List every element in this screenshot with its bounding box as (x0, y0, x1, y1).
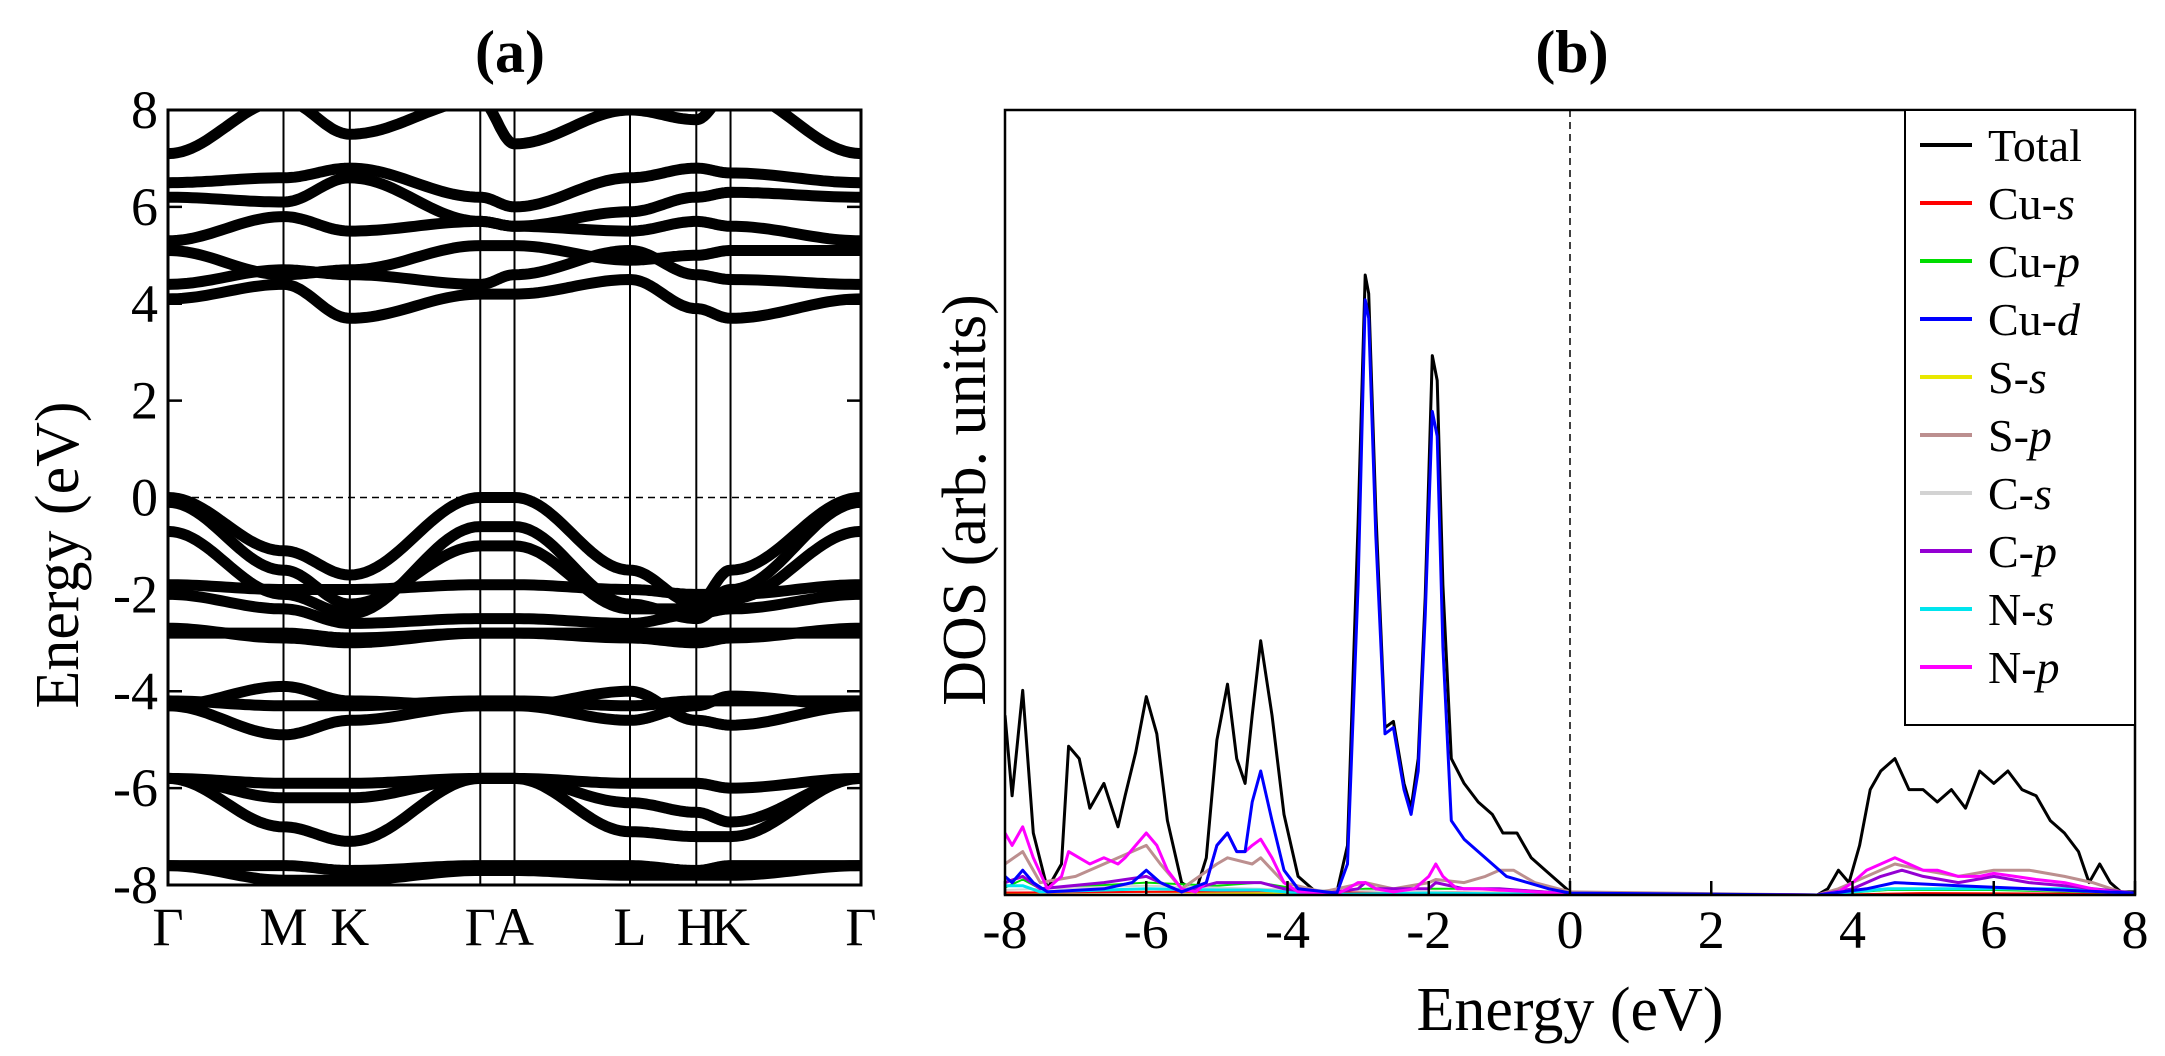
kpoint-label: M (259, 897, 307, 957)
ytick-label: -2 (113, 564, 158, 624)
band-line (168, 860, 861, 885)
ytick-label: 6 (131, 177, 158, 237)
panel-a-kpoint-lines (282, 110, 732, 885)
legend-label: N-p (1988, 642, 2060, 693)
legend-label: C-p (1988, 526, 2057, 577)
ytick-label: 0 (131, 468, 158, 528)
dos-series-cu-d (1005, 298, 2135, 895)
legend-label: Total (1988, 120, 2082, 171)
legend-box (1904, 109, 2136, 726)
band-line (168, 162, 861, 213)
band-line (168, 496, 861, 615)
panel-b-xticks: -8 -6 -4 -2 0 2 4 6 8 (983, 881, 2149, 960)
panel-a-bands (168, 110, 861, 885)
kpoint-label: Γ (845, 897, 876, 957)
kpoint-label: K (711, 897, 750, 957)
legend: Total Cu-s Cu-p Cu-d S-s S-p C-s C-p N-s N-p (1904, 109, 2136, 726)
panel-b: (b) DOS (arb. units) Energy (eV) -8 -6 -4-… (931, 19, 2149, 1044)
ytick-label: -4 (113, 661, 158, 721)
band-line (168, 172, 861, 232)
xtick-label: -6 (1124, 900, 1169, 960)
dos-series-n-p (1005, 825, 2135, 895)
kpoint-label: H (677, 897, 716, 957)
xtick-label: -8 (983, 900, 1028, 960)
kpoint-label: A (495, 897, 534, 957)
xtick-label: -2 (1406, 900, 1451, 960)
band-line (168, 695, 861, 712)
band-line (168, 110, 861, 160)
legend-label: Cu-p (1988, 236, 2080, 287)
xtick-label: -4 (1265, 900, 1310, 960)
xtick-label: 2 (1698, 900, 1725, 960)
legend-label: Cu-d (1988, 294, 2081, 345)
xtick-label: 8 (2122, 900, 2149, 960)
panel-a-yticks: 8 6 4 2 0 -2 -4 -6 -8 (113, 80, 861, 915)
xtick-label: 6 (1980, 900, 2007, 960)
ytick-label: -8 (113, 855, 158, 915)
ytick-label: 2 (131, 371, 158, 431)
legend-label: S-p (1988, 410, 2052, 461)
kpoint-label: Γ (465, 897, 496, 957)
ytick-label: -6 (113, 758, 158, 818)
kpoint-label: K (330, 897, 369, 957)
legend-label: S-s (1988, 352, 2047, 403)
band-line (168, 274, 861, 324)
xtick-label: 0 (1557, 900, 1584, 960)
band-line (168, 521, 861, 625)
kpoint-label: Γ (152, 897, 183, 957)
ytick-label: 8 (131, 80, 158, 140)
panel-a-kpoint-labels: Γ M K Γ A L HK Γ (152, 897, 876, 957)
dos-series-total (1005, 273, 2135, 895)
kpoint-label: L (614, 897, 647, 957)
panel-b-title: (b) (1535, 19, 1608, 85)
band-line (168, 492, 861, 610)
legend-label: N-s (1988, 584, 2054, 635)
ytick-label: 4 (131, 274, 158, 334)
band-line (168, 622, 861, 649)
band-line (168, 240, 861, 281)
panel-b-ylabel: DOS (arb. units) (931, 294, 999, 706)
legend-label: C-s (1988, 468, 2052, 519)
legend-label: Cu-s (1988, 178, 2075, 229)
panel-a-ylabel: Energy (eV) (24, 401, 92, 708)
xtick-label: 4 (1839, 900, 1866, 960)
panel-a-title: (a) (475, 19, 545, 85)
panel-b-xlabel: Energy (eV) (1416, 976, 1723, 1044)
band-line (168, 772, 861, 794)
